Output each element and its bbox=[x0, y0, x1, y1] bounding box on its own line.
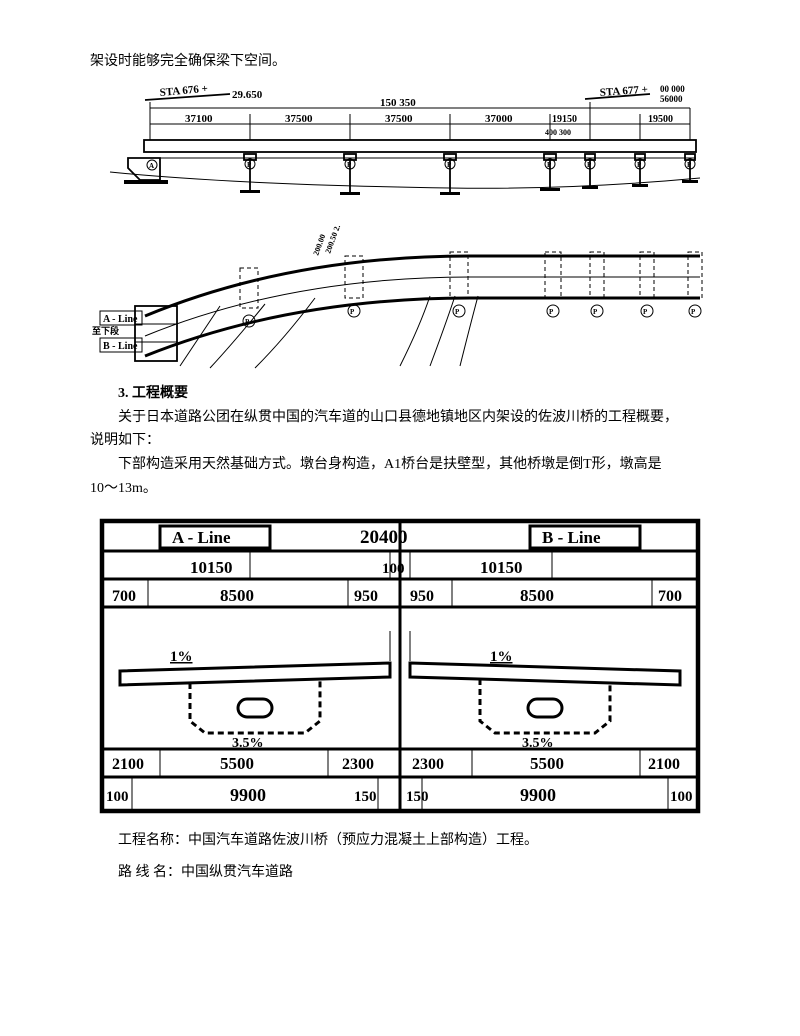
total-span: 150 350 bbox=[380, 97, 416, 109]
svg-text:950: 950 bbox=[354, 588, 378, 605]
svg-text:P: P bbox=[587, 161, 592, 169]
svg-text:P: P bbox=[643, 308, 648, 316]
svg-text:8500: 8500 bbox=[220, 586, 254, 605]
svg-text:2100: 2100 bbox=[648, 756, 680, 773]
svg-text:P: P bbox=[455, 308, 460, 316]
bottom-l1-value: 中国汽车道路佐波川桥（预应力混凝土上部构造）工程。 bbox=[188, 833, 538, 848]
svg-text:至下段: 至下段 bbox=[92, 325, 120, 336]
svg-text:P: P bbox=[687, 161, 692, 169]
svg-text:3.5%: 3.5% bbox=[232, 736, 264, 751]
svg-text:P: P bbox=[347, 161, 352, 169]
svg-text:2300: 2300 bbox=[412, 756, 444, 773]
svg-text:5500: 5500 bbox=[220, 754, 254, 773]
top-right-1: 00 000 bbox=[660, 84, 685, 94]
svg-text:1%: 1% bbox=[170, 649, 193, 665]
svg-text:5500: 5500 bbox=[530, 754, 564, 773]
intro-text: 架设时能够完全确保梁下空间。 bbox=[90, 50, 710, 74]
svg-text:10150: 10150 bbox=[190, 558, 233, 577]
section3-heading: 3. 工程概要 bbox=[90, 382, 710, 406]
bottom-line-2: 路 线 名：中国纵贯汽车道路 bbox=[90, 861, 710, 885]
svg-text:10150: 10150 bbox=[480, 558, 523, 577]
svg-text:100: 100 bbox=[670, 789, 693, 805]
svg-text:400 300: 400 300 bbox=[545, 128, 571, 137]
svg-text:700: 700 bbox=[112, 588, 136, 605]
svg-text:37500: 37500 bbox=[285, 113, 313, 125]
figure-cross-section: A - Line 20400 B - Line 10150 100 10150 … bbox=[90, 511, 710, 821]
svg-text:100: 100 bbox=[106, 789, 129, 805]
svg-text:2300: 2300 bbox=[342, 756, 374, 773]
sta-left-x: 29.650 bbox=[232, 89, 263, 101]
svg-text:P: P bbox=[247, 161, 252, 169]
svg-text:37100: 37100 bbox=[185, 113, 213, 125]
figure-plan: A - Line B - Line 至下段 P P P P P P P 200.… bbox=[90, 226, 710, 376]
bottom-l1-label: 工程名称： bbox=[118, 833, 188, 848]
bottom-line-1: 工程名称：中国汽车道路佐波川桥（预应力混凝土上部构造）工程。 bbox=[90, 829, 710, 853]
svg-text:P: P bbox=[447, 161, 452, 169]
svg-text:37000: 37000 bbox=[485, 113, 513, 125]
svg-text:A - Line: A - Line bbox=[172, 528, 231, 547]
svg-text:9900: 9900 bbox=[230, 785, 266, 805]
svg-text:700: 700 bbox=[658, 588, 682, 605]
svg-text:A - Line: A - Line bbox=[103, 314, 138, 325]
svg-text:37500: 37500 bbox=[385, 113, 413, 125]
section3-p2: 说明如下： bbox=[90, 429, 710, 453]
svg-text:A: A bbox=[149, 162, 154, 170]
svg-text:P: P bbox=[637, 161, 642, 169]
bottom-l2-label: 路 线 名： bbox=[118, 865, 181, 880]
svg-text:19150: 19150 bbox=[552, 114, 577, 125]
svg-text:19500: 19500 bbox=[648, 114, 673, 125]
svg-text:8500: 8500 bbox=[520, 586, 554, 605]
svg-text:B - Line: B - Line bbox=[542, 528, 601, 547]
svg-text:P: P bbox=[691, 308, 696, 316]
svg-text:2100: 2100 bbox=[112, 756, 144, 773]
svg-text:P: P bbox=[549, 308, 554, 316]
svg-text:P: P bbox=[547, 161, 552, 169]
svg-text:9900: 9900 bbox=[520, 785, 556, 805]
bottom-l2-value: 中国纵贯汽车道路 bbox=[181, 865, 293, 880]
svg-text:P: P bbox=[593, 308, 598, 316]
section3-p3: 下部构造采用天然基础方式。墩台身构造，A1桥台是扶壁型，其他桥墩是倒T形，墩高是 bbox=[90, 453, 710, 477]
piers: A P P P P P P P bbox=[124, 154, 698, 195]
svg-text:1%: 1% bbox=[490, 649, 513, 665]
deck-right: 1% 3.5% bbox=[410, 649, 680, 751]
svg-text:100: 100 bbox=[382, 561, 405, 577]
section3-p4: 10～13m。 bbox=[90, 477, 710, 501]
svg-text:B - Line: B - Line bbox=[103, 341, 138, 352]
svg-text:20400: 20400 bbox=[360, 527, 408, 548]
figure-elevation: STA 676 + 29.650 STA 677 + 00 000 56000 … bbox=[90, 80, 710, 220]
svg-text:200.50 2.50 700: 200.50 2.50 700 bbox=[323, 226, 349, 255]
svg-text:150: 150 bbox=[406, 789, 429, 805]
svg-text:150: 150 bbox=[354, 789, 377, 805]
svg-text:3.5%: 3.5% bbox=[522, 736, 554, 751]
page: 架设时能够完全确保梁下空间。 STA 676 + 29.650 STA 677 … bbox=[0, 0, 800, 914]
svg-text:950: 950 bbox=[410, 588, 434, 605]
deck-left: 1% 3.5% bbox=[120, 649, 390, 751]
top-right-2: 56000 bbox=[660, 94, 683, 104]
section3-p1: 关于日本道路公团在纵贯中国的汽车道的山口县德地镇地区内架设的佐波川桥的工程概要， bbox=[90, 406, 710, 430]
svg-text:P: P bbox=[350, 308, 355, 316]
